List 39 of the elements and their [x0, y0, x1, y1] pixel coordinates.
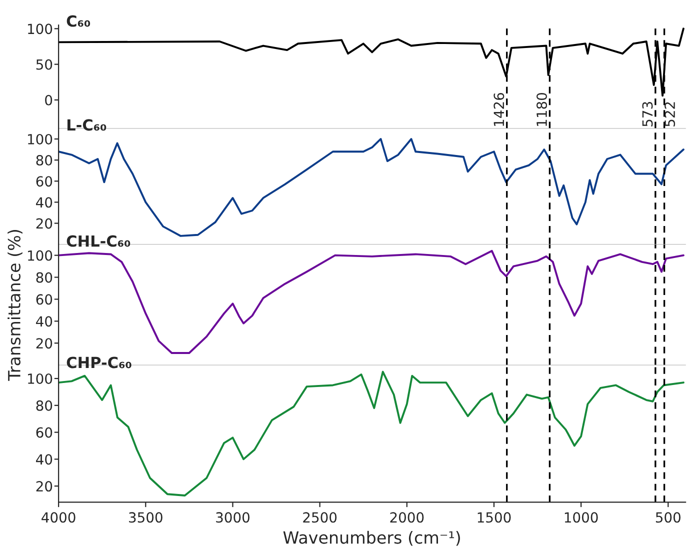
x-tick-label: 1000: [564, 512, 598, 523]
y-tick-label: 50: [36, 59, 52, 70]
ref-line-label: 522: [664, 102, 676, 126]
y-tick-label: 100: [28, 24, 52, 34]
y-tick-label: 20: [36, 338, 52, 349]
y-tick-label: 60: [36, 176, 52, 187]
y-tick-label: 0: [45, 94, 52, 106]
x-tick-label: 2500: [303, 512, 337, 523]
line-series: [58, 138, 684, 237]
ref-line-label: 1180: [536, 92, 548, 126]
y-tick-label: 20: [36, 481, 52, 492]
line-series: [58, 370, 684, 496]
chart-title: L-C₆₀: [67, 119, 106, 131]
x-tick-label: 2000: [390, 512, 424, 523]
chart-title: CHL-C₆₀: [66, 235, 130, 247]
line-series: [58, 250, 684, 354]
x-tick-label: 3000: [216, 512, 250, 523]
y-tick-label: 40: [36, 454, 52, 465]
x-tick-label: 1500: [478, 512, 511, 523]
y-tick-label: 20: [36, 218, 52, 229]
ref-line-label: 573: [642, 102, 653, 126]
y-tick-label: 80: [36, 400, 52, 411]
y-tick-label: 80: [36, 155, 52, 166]
y-tick-label: 100: [28, 373, 52, 384]
y-tick-label: 60: [36, 294, 52, 305]
chart-title: C₆₀: [66, 15, 90, 27]
y-tick-label: 40: [36, 316, 52, 327]
y-tick-label: 100: [28, 250, 52, 261]
x-axis-title: Wavenumbers (cm⁻¹): [283, 530, 460, 546]
ref-line-label: 1426: [494, 92, 504, 126]
x-tick-label: 4000: [42, 512, 76, 523]
y-tick-label: 60: [36, 427, 52, 438]
y-tick-label: 80: [36, 272, 52, 283]
y-tick-label: 100: [28, 134, 52, 144]
x-tick-label: 3500: [129, 512, 162, 523]
y-tick-label: 40: [36, 197, 52, 208]
y-axis-title: Transmittance (%): [8, 230, 22, 381]
x-tick-label: 500: [656, 512, 680, 523]
chart-title: CHP-C₆₀: [66, 356, 132, 368]
